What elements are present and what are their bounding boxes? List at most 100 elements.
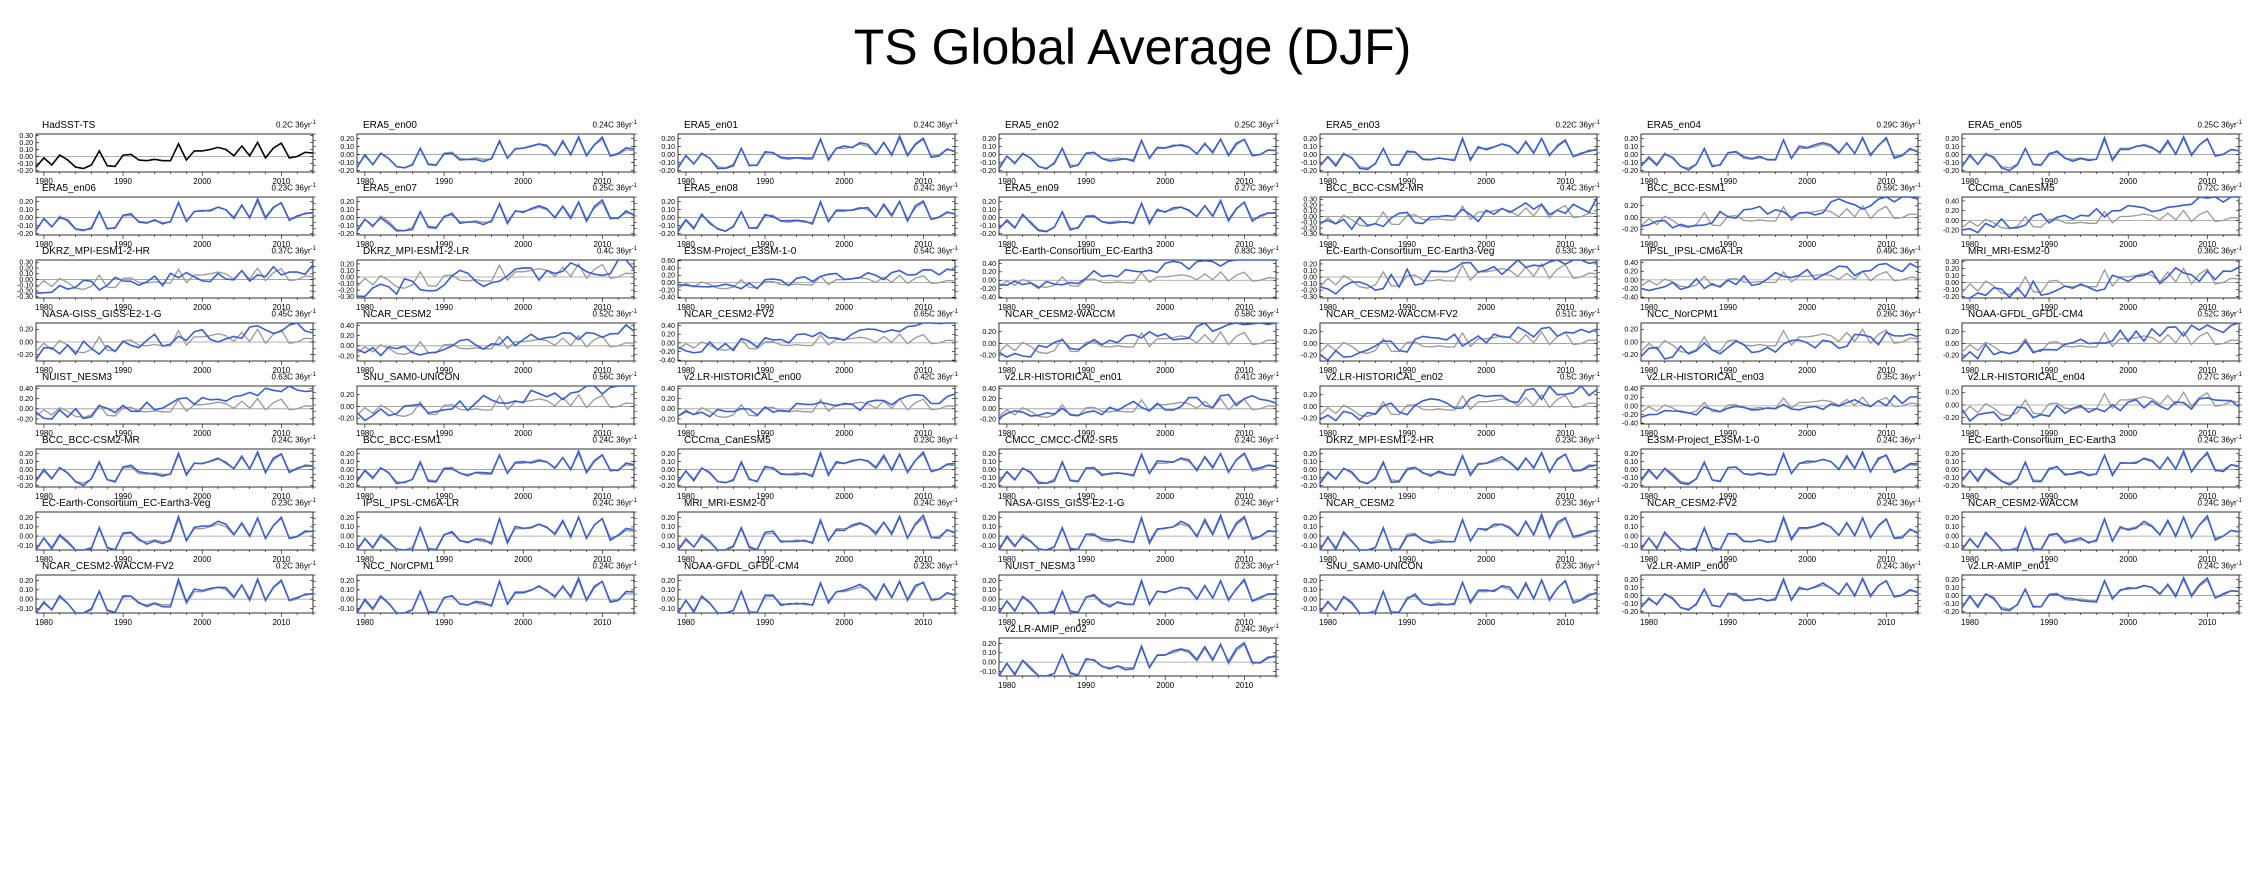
series-line-reference: [1961, 391, 2240, 417]
x-tick-label: 2000: [1798, 177, 1816, 186]
y-tick-label: 0.20: [982, 451, 996, 458]
x-tick-label: 1990: [114, 492, 132, 501]
x-tick-label: 2010: [1556, 555, 1574, 564]
x-tick-label: 2010: [593, 618, 611, 627]
trend-label: 0.2C 36yr-1: [275, 561, 316, 571]
y-tick-label: 0.00: [982, 215, 996, 222]
y-tick-label: 0.20: [19, 578, 33, 585]
x-tick-label: 1980: [1961, 177, 1979, 186]
series-line-model: [1640, 449, 1919, 486]
series-line-model: [1961, 514, 2240, 551]
y-tick-label: 0.00: [1624, 593, 1638, 600]
panel-title: v2.LR-AMIP_en00: [1647, 561, 1729, 572]
trend-label: 0.23C 36yr-1: [913, 435, 958, 445]
y-tick-label: -0.40: [980, 295, 996, 302]
x-tick-label: 1980: [677, 366, 695, 375]
y-tick-label: 0.10: [982, 207, 996, 214]
panel-title: EC-Earth-Consortium_EC-Earth3: [1968, 435, 2116, 446]
x-tick-label: 2010: [272, 492, 290, 501]
panel-title: ERA5_en00: [363, 120, 417, 131]
panel: NCAR_CESM2 0.52C 36yr-1 0.40 0.20 0.00 -0.20 1…: [323, 309, 639, 389]
trend-label: 0.22C 36yr-1: [1555, 120, 1600, 130]
x-tick-label: 2010: [1235, 366, 1253, 375]
series-line-model: [998, 137, 1277, 170]
y-tick-label: 0.00: [1624, 467, 1638, 474]
series-line-model: [35, 514, 314, 551]
trend-label: 0.24C 36yr-1: [592, 435, 637, 445]
panel-title: NCAR_CESM2-WACCM: [1005, 309, 1116, 320]
x-tick-label: 1990: [756, 366, 774, 375]
panel-title: v2.LR-AMIP_en02: [1005, 624, 1087, 635]
y-tick-label: -0.10: [980, 606, 996, 613]
y-tick-label: 0.20: [1303, 261, 1317, 268]
y-tick-label: 0.20: [340, 578, 354, 585]
trend-exponent: -1: [310, 498, 316, 504]
x-tick-label: 2000: [2119, 240, 2137, 249]
y-tick-label: 0.10: [1624, 524, 1638, 531]
trend-exponent: -1: [2236, 309, 2242, 315]
y-tick-label: 0.20: [1624, 395, 1638, 402]
y-tick-label: 0.10: [661, 587, 675, 594]
x-tick-label: 2010: [1235, 303, 1253, 312]
y-tick-label: 0.00: [982, 341, 996, 348]
x-tick-label: 1990: [435, 555, 453, 564]
y-tick-label: 0.20: [661, 515, 675, 522]
series-line-reference: [1640, 515, 1919, 551]
trend-label: 0.24C 36yr-1: [913, 120, 958, 130]
x-tick-label: 1990: [435, 177, 453, 186]
x-tick-label: 2000: [514, 492, 532, 501]
x-tick-label: 2000: [1477, 366, 1495, 375]
trend-label: 0.49C 36yr-1: [1876, 246, 1921, 256]
y-tick-label: -0.10: [980, 669, 996, 676]
panel: IPSL_IPSL-CM6A-LR 0.49C 36yr-1 0.40 0.20 0.0…: [1607, 246, 1923, 326]
trend-label: 0.56C 36yr-1: [592, 372, 637, 382]
y-tick-label: 0.10: [1624, 585, 1638, 592]
y-tick-label: 0.10: [340, 144, 354, 151]
series-line-reference: [1640, 578, 1919, 610]
y-tick-label: 0.20: [661, 578, 675, 585]
y-tick-label: 0.10: [982, 524, 996, 531]
series-line-reference: [1640, 328, 1919, 354]
panel-title: E3SM-Project_E3SM-1-0: [684, 246, 797, 257]
trend-label: 0.59C 36yr-1: [1876, 183, 1921, 193]
x-tick-label: 1990: [1398, 618, 1416, 627]
y-tick-label: 0.10: [1303, 144, 1317, 151]
x-tick-label: 1990: [114, 177, 132, 186]
x-tick-label: 2000: [1156, 303, 1174, 312]
panel: E3SM-Project_E3SM-1-0 0.24C 36yr-1 0.20 0.1…: [1607, 435, 1923, 515]
series-line-model: [1961, 322, 2240, 360]
x-tick-label: 1990: [114, 240, 132, 249]
trend-exponent: -1: [1915, 183, 1921, 189]
series-line-model: [677, 268, 956, 290]
y-tick-label: 0.10: [661, 207, 675, 214]
panel: ERA5_en01 0.24C 36yr-1 0.20 0.10 0.00 -0.10 -0…: [644, 120, 960, 200]
series-line-model: [356, 323, 635, 357]
y-tick-label: 0.00: [340, 404, 354, 411]
y-tick-label: 0.20: [1945, 266, 1959, 273]
y-tick-label: 0.00: [1945, 593, 1959, 600]
panel: IPSL_IPSL-CM6A-LR 0.24C 36yr-1 0.20 0.10 0.0…: [323, 498, 639, 578]
y-tick-label: 0.00: [982, 659, 996, 666]
y-tick-label: 0.00: [982, 278, 996, 285]
y-tick-label: 0.30: [1945, 259, 1959, 266]
y-tick-label: -0.10: [338, 475, 354, 482]
y-tick-label: 0.00: [1945, 533, 1959, 540]
y-tick-label: 0.20: [982, 199, 996, 206]
x-tick-label: 2010: [1877, 240, 1895, 249]
x-tick-label: 1980: [356, 366, 374, 375]
trend-exponent: -1: [1915, 246, 1921, 252]
panel-title: NCAR_CESM2: [363, 309, 432, 320]
y-tick-label: 0.20: [982, 515, 996, 522]
series-line-model: [677, 580, 956, 614]
panel: NUIST_NESM3 0.23C 36yr-1 0.20 0.10 0.00 -0.10…: [965, 561, 1281, 641]
y-tick-label: -0.20: [1622, 168, 1638, 175]
series-line-model: [356, 385, 634, 422]
trend-exponent: -1: [1594, 498, 1600, 504]
series-line-model: [998, 641, 1277, 677]
series-line-model: [998, 259, 1276, 290]
